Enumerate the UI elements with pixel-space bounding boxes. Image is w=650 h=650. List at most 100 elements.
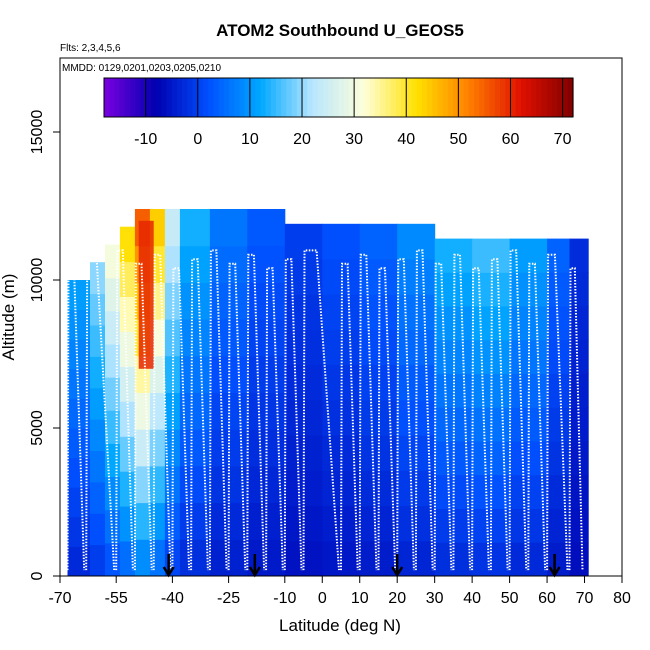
colorbar-swatch bbox=[458, 78, 465, 117]
heatmap-cell bbox=[284, 505, 323, 542]
colorbar-swatch bbox=[192, 78, 199, 117]
heatmap-cell bbox=[119, 436, 136, 472]
colorbar-swatch bbox=[515, 78, 522, 117]
heatmap-cell bbox=[547, 238, 571, 273]
heatmap-cell bbox=[67, 546, 91, 577]
heatmap-cell bbox=[359, 259, 398, 295]
heatmap-cell bbox=[164, 245, 181, 283]
x-tick-label: 0 bbox=[318, 590, 327, 607]
colorbar-swatch bbox=[390, 78, 397, 117]
heatmap-column bbox=[284, 223, 323, 577]
colorbar-swatch bbox=[229, 78, 235, 117]
heatmap-cell bbox=[209, 282, 248, 320]
colorbar-swatch bbox=[208, 78, 215, 117]
flight-profile bbox=[85, 258, 116, 571]
heatmap-cell bbox=[472, 272, 511, 307]
heatmap-cell bbox=[90, 481, 106, 514]
heatmap-cell bbox=[509, 272, 548, 307]
heatmap-cell bbox=[119, 401, 136, 437]
colorbar-swatch bbox=[406, 78, 413, 117]
heatmap-cell bbox=[149, 392, 166, 430]
heatmap-cell bbox=[105, 310, 121, 345]
heatmap-cell bbox=[509, 373, 548, 408]
colorbar-swatch bbox=[281, 78, 287, 117]
colorbar-swatch bbox=[291, 78, 298, 117]
heatmap-cell bbox=[164, 209, 181, 247]
heatmap-cell bbox=[359, 399, 398, 436]
flight-profile bbox=[227, 262, 247, 571]
heatmap-cell bbox=[105, 509, 121, 544]
date-marker-arrow bbox=[391, 554, 404, 578]
heatmap-cell bbox=[67, 428, 91, 459]
heatmap-cell bbox=[67, 309, 91, 340]
colorbar-swatch bbox=[156, 78, 162, 117]
colorbar-tick-label: 40 bbox=[397, 131, 415, 148]
heatmap-cell bbox=[569, 508, 589, 543]
heatmap-cell bbox=[434, 272, 473, 307]
colorbar-swatch bbox=[494, 78, 501, 117]
heatmap-column bbox=[119, 226, 136, 577]
heatmap-cell bbox=[509, 238, 548, 273]
flight-profile bbox=[283, 258, 303, 571]
heatmap-cell bbox=[164, 392, 181, 430]
heatmap-cell bbox=[119, 506, 136, 542]
colorbar-swatch bbox=[124, 78, 131, 117]
colorbar-swatch bbox=[463, 78, 470, 117]
heatmap-cell bbox=[434, 407, 473, 442]
heatmap-column bbox=[359, 223, 398, 577]
x-tick-label: 10 bbox=[351, 590, 369, 607]
heatmap-cell bbox=[472, 407, 511, 442]
colorbar-swatch bbox=[505, 78, 512, 117]
heatmap-cell bbox=[247, 209, 286, 247]
heatmap-cell bbox=[509, 508, 548, 543]
heatmap-cell bbox=[284, 399, 323, 436]
flight-profile bbox=[508, 249, 528, 571]
colorbar-swatch bbox=[526, 78, 532, 117]
flight-profile bbox=[133, 262, 153, 571]
colorbar-swatch bbox=[489, 78, 496, 117]
axes: -70 -55 -40 -25 -10 0 10 20 30 40 50 60 70 8005000100… bbox=[29, 110, 631, 607]
heatmap-column bbox=[397, 223, 436, 577]
flight-profile bbox=[340, 262, 359, 571]
colorbar-swatch bbox=[484, 78, 491, 117]
colorbar-swatch bbox=[114, 78, 121, 117]
heatmap-cell bbox=[90, 544, 106, 577]
heatmap-cell bbox=[67, 280, 91, 311]
heatmap-cell bbox=[119, 331, 136, 367]
date-markers bbox=[162, 554, 561, 578]
colorbar-swatch bbox=[500, 78, 506, 117]
x-tick-label: -25 bbox=[217, 590, 240, 607]
colorbar-swatch bbox=[510, 78, 517, 117]
heatmap-cell bbox=[134, 392, 151, 430]
x-tick-label: -70 bbox=[48, 590, 71, 607]
colorbar-swatch bbox=[374, 78, 381, 117]
heatmap-cell bbox=[247, 245, 286, 283]
heatmap-cell bbox=[434, 508, 473, 543]
flight-profile bbox=[190, 258, 209, 571]
chart-title: ATOM2 Southbound U_GEOS5 bbox=[216, 21, 464, 40]
colorbar-swatch bbox=[479, 78, 486, 117]
x-tick-label: -10 bbox=[273, 590, 296, 607]
colorbar-swatch bbox=[203, 78, 209, 117]
heatmap-column bbox=[547, 238, 571, 577]
heatmap-cell bbox=[164, 282, 181, 320]
flight-profile bbox=[527, 262, 547, 571]
colorbar-swatch bbox=[359, 78, 366, 117]
colorbar-swatch bbox=[333, 78, 340, 117]
heatmap-column bbox=[434, 238, 473, 577]
flight-profile bbox=[396, 258, 415, 571]
colorbar-swatch bbox=[119, 78, 126, 117]
colorbar-swatch bbox=[546, 78, 553, 117]
heatmap-cell bbox=[149, 429, 166, 467]
colorbar-tick-label: 0 bbox=[193, 131, 202, 148]
flight-profile bbox=[568, 267, 584, 571]
heatmap-column bbox=[67, 280, 91, 577]
heatmap-cell bbox=[90, 325, 106, 357]
heatmap-cell bbox=[90, 387, 106, 420]
heatmap-cell bbox=[179, 502, 211, 540]
colorbar-swatch bbox=[182, 78, 188, 117]
colorbar-swatch bbox=[364, 78, 371, 117]
colorbar-swatch bbox=[531, 78, 538, 117]
colorbar-swatch bbox=[536, 78, 543, 117]
flight-profile bbox=[414, 249, 434, 571]
